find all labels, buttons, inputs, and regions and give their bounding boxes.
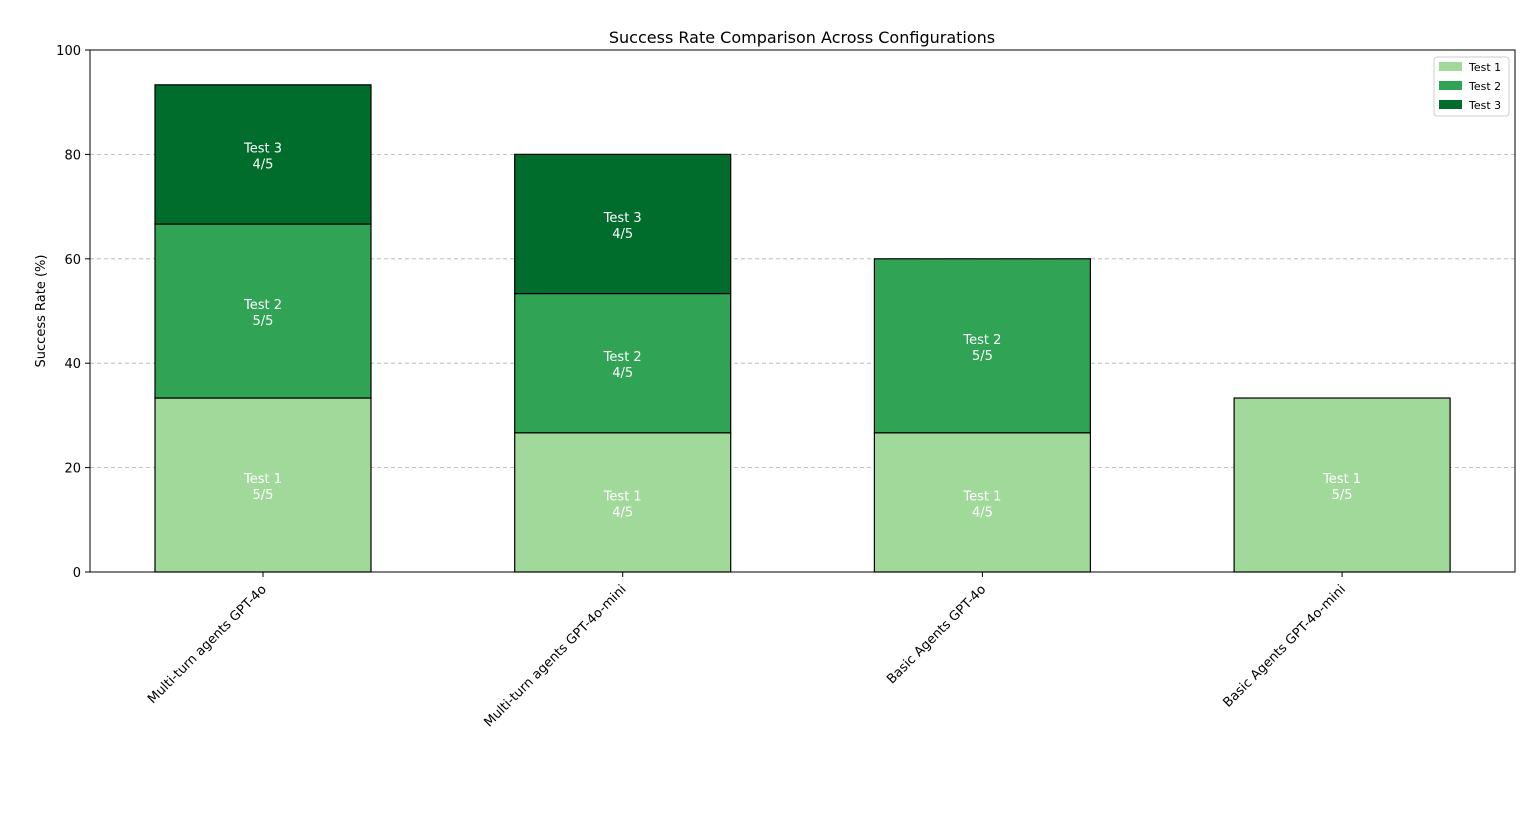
legend-swatch: [1439, 100, 1462, 109]
segment-series-label: Test 1: [1322, 472, 1361, 487]
legend-label: Test 2: [1468, 80, 1501, 93]
y-tick-label: 40: [64, 357, 81, 372]
legend-swatch: [1439, 62, 1462, 71]
x-tick-label: Multi-turn agents GPT-4o: [145, 582, 270, 707]
segment-count-label: 5/5: [972, 349, 993, 364]
y-tick-label: 0: [73, 566, 81, 581]
bar-segment-test-2: [873, 258, 1092, 434]
y-tick-label: 100: [56, 44, 81, 59]
y-axis: 0 20 40 60 80 100: [56, 44, 90, 581]
bar-segment-test-2: [154, 223, 372, 399]
segment-series-label: Test 1: [603, 489, 642, 504]
segment-count-label: 5/5: [253, 488, 274, 503]
segment-series-label: Test 3: [243, 141, 282, 156]
y-tick-label: 80: [64, 148, 81, 163]
segment-count-label: 5/5: [1332, 488, 1353, 503]
segment-series-label: Test 2: [962, 333, 1001, 348]
segment-count-label: 5/5: [253, 314, 274, 329]
bar-segment-test-1: [514, 432, 732, 573]
plot-frame: [89, 49, 1516, 573]
segment-series-label: Test 2: [243, 298, 282, 313]
x-tick-label: Multi-turn agents GPT-4o-mini: [481, 582, 629, 730]
segment-series-label: Test 3: [603, 211, 642, 226]
legend-label: Test 3: [1468, 99, 1501, 112]
segment-series-label: Test 1: [962, 489, 1001, 504]
y-tick-label: 20: [64, 462, 81, 477]
legend-label: Test 1: [1468, 61, 1501, 74]
bar-segment-test-3: [514, 153, 732, 295]
legend: Test 1 Test 2 Test 3: [1433, 56, 1510, 117]
segment-count-label: 4/5: [612, 366, 633, 381]
bar-segment-test-1: [154, 397, 372, 573]
segment-count-label: 4/5: [253, 157, 274, 172]
chart-title: Success Rate Comparison Across Configura…: [609, 28, 995, 47]
legend-swatch: [1439, 81, 1462, 90]
segment-series-label: Test 1: [243, 472, 282, 487]
bar-segment-test-2: [514, 292, 732, 434]
segment-count-label: 4/5: [972, 505, 993, 520]
y-axis-title: Success Rate (%): [34, 255, 49, 368]
segment-count-label: 4/5: [612, 505, 633, 520]
bar-segment-test-3: [154, 84, 372, 225]
y-tick-label: 60: [64, 253, 81, 268]
segment-count-label: 4/5: [612, 227, 633, 242]
x-tick-label: Basic Agents GPT-4o-mini: [1221, 582, 1349, 710]
x-axis: Multi-turn agents GPT-4o Multi-turn agent…: [145, 572, 1349, 730]
x-tick-label: Basic Agents GPT-4o: [884, 582, 989, 687]
segment-series-label: Test 2: [603, 350, 642, 365]
